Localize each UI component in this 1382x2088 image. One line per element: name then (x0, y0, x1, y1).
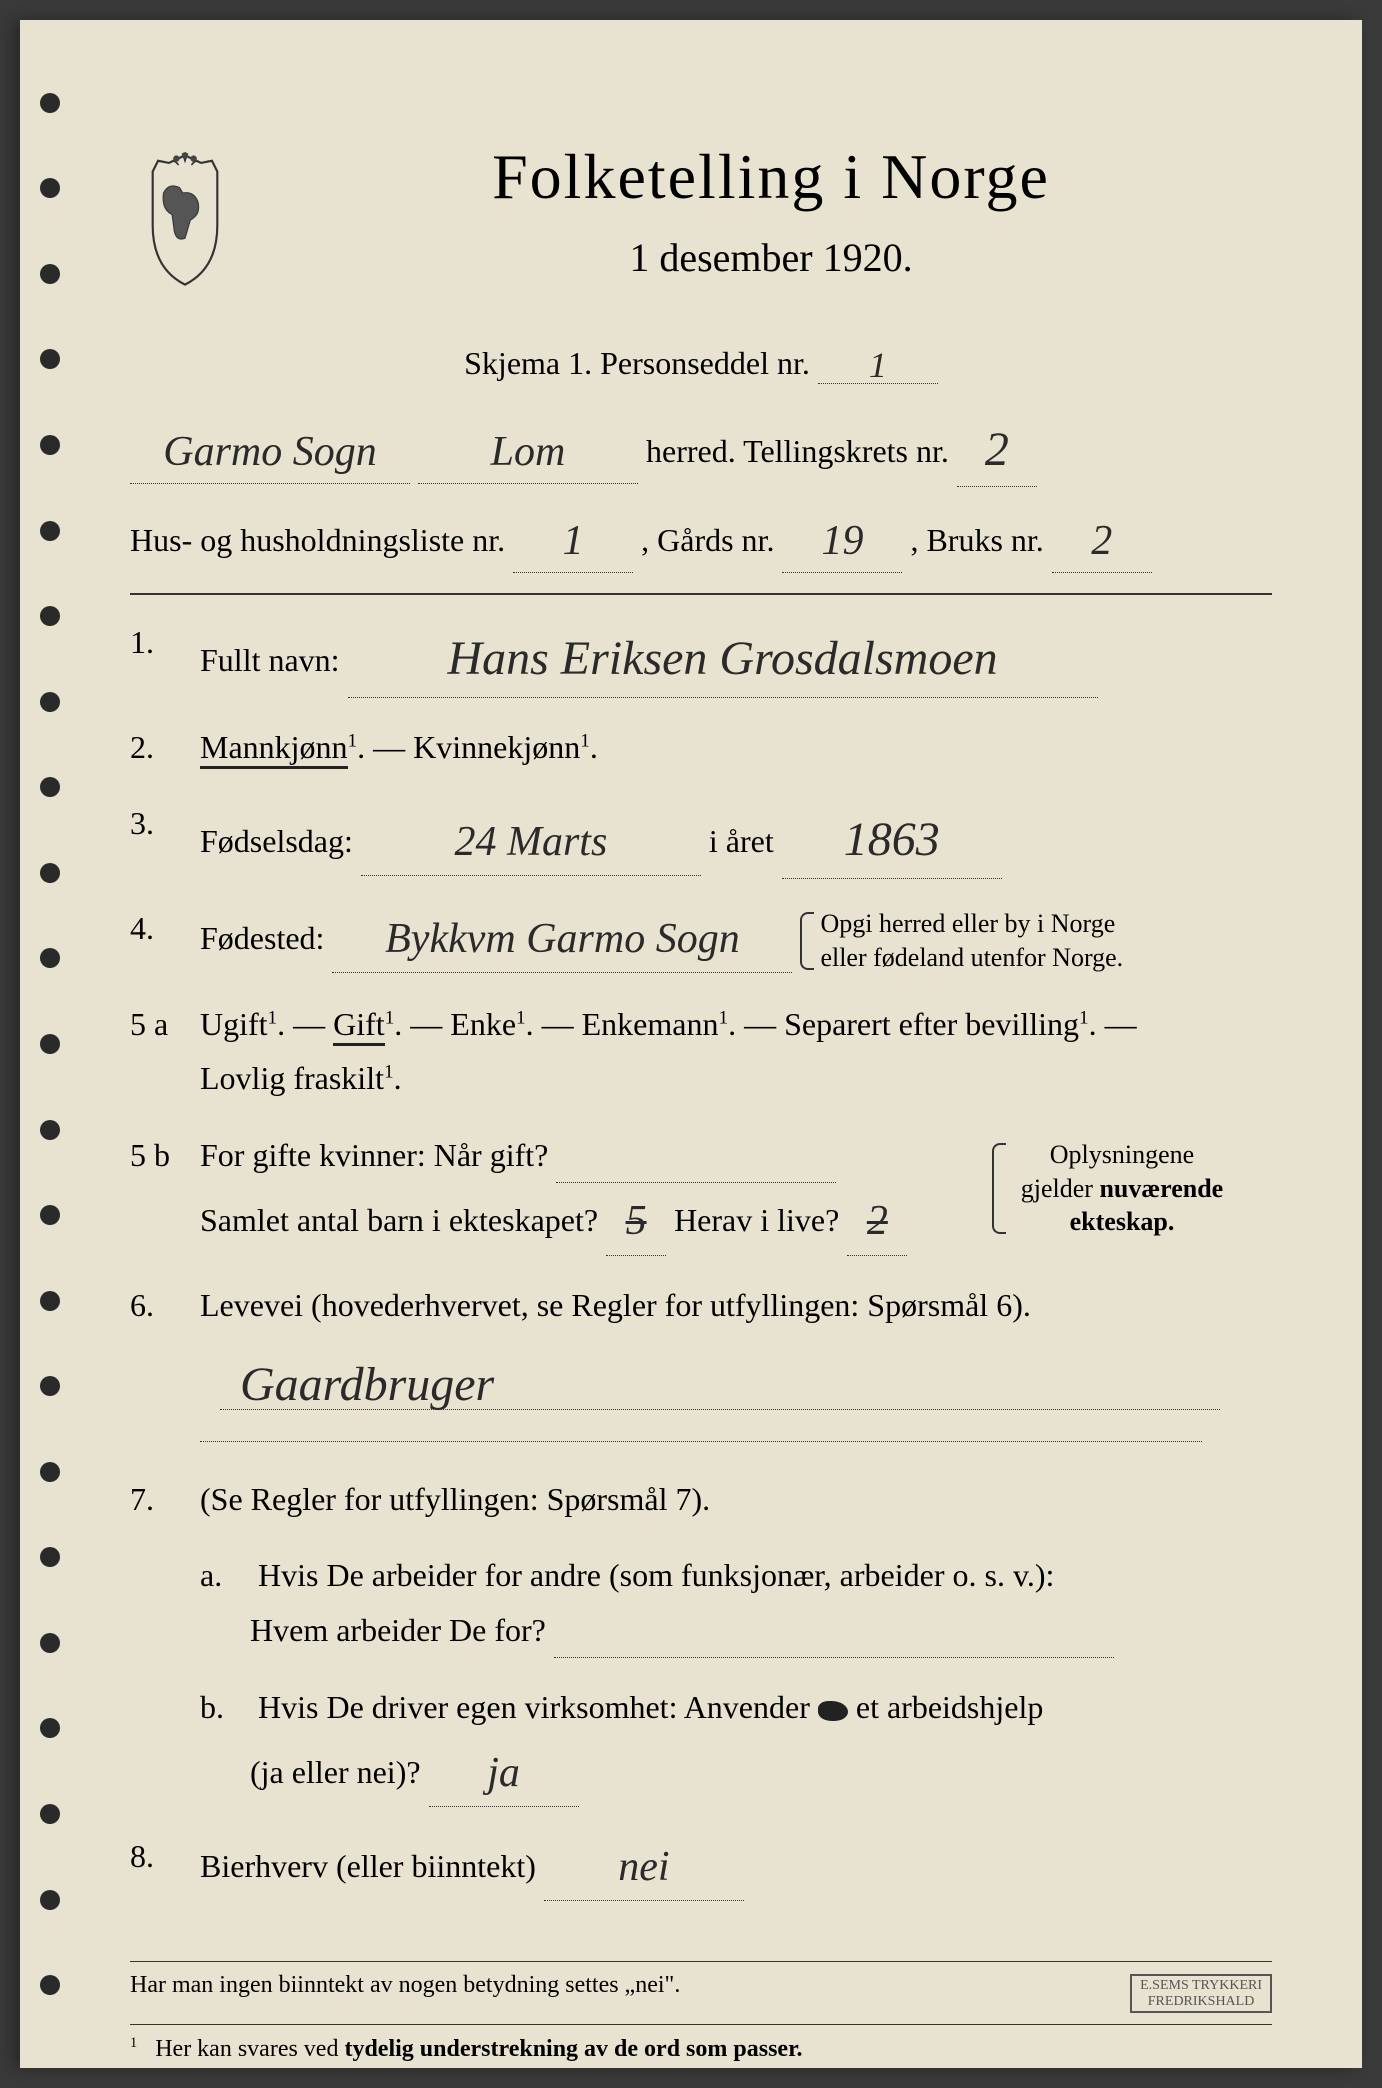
q2-sup1: 1 (348, 730, 358, 751)
document-header: Folketelling i Norge 1 desember 1920. (130, 100, 1272, 311)
q4-bracket-note: Opgi herred eller by i Norge eller fødel… (800, 907, 1123, 975)
ink-smudge (818, 1701, 848, 1721)
tellingskrets-nr: 2 (985, 423, 1009, 476)
q8-num: 8. (130, 1829, 200, 1901)
q2-num: 2. (130, 720, 200, 774)
q5a-ugift: Ugift (200, 1006, 268, 1042)
q8-value: nei (618, 1844, 669, 1890)
footnote-1: Har man ingen biinntekt av nogen betydni… (130, 1972, 1272, 1999)
q7-label: (Se Regler for utfyllingen: Spørsmål 7). (200, 1481, 710, 1517)
q5a-enkemann: Enkemann (582, 1006, 719, 1042)
q5b-num: 5 b (130, 1128, 200, 1256)
q2-sup2: 1 (580, 730, 590, 751)
q5b-label3: Herav i live? (674, 1202, 839, 1238)
herred-value: Lom (491, 429, 566, 475)
q7b-text1: Hvis De driver egen virksomhet: Anvender (258, 1689, 818, 1725)
q5b-barn-value: 5 (626, 1198, 647, 1244)
skjema-label: Skjema 1. Personseddel nr. (464, 345, 810, 381)
q2-dash: — (373, 729, 413, 765)
q3-num: 3. (130, 796, 200, 879)
q5a-num: 5 a (130, 997, 200, 1106)
main-title: Folketelling i Norge (270, 140, 1272, 214)
question-6: 6. Levevei (hovederhvervet, se Regler fo… (130, 1278, 1272, 1332)
footnote-2-prefix: 1 (130, 2035, 137, 2051)
herred-label: herred. Tellingskrets nr. (646, 433, 949, 469)
question-2: 2. Mannkjønn1. — Kvinnekjønn1. (130, 720, 1272, 774)
q7a-sub: Hvem arbeider De for? (250, 1612, 546, 1648)
q7a-text: Hvis De arbeider for andre (som funksjon… (258, 1557, 1054, 1593)
stamp-line2: FREDRIKSHALD (1140, 1994, 1262, 2009)
q3-year-label: i året (709, 823, 774, 859)
norway-coat-of-arms-icon (130, 150, 240, 290)
q4-note-line1: Opgi herred eller by i Norge (820, 909, 1115, 938)
bruks-label: , Bruks nr. (910, 522, 1043, 558)
question-8: 8. Bierhverv (eller biinntekt) nei (130, 1829, 1272, 1901)
divider-1 (130, 593, 1272, 595)
footnote-divider-2 (130, 2024, 1272, 2025)
question-5a: 5 a Ugift1. — Gift1. — Enke1. — Enkemann… (130, 997, 1272, 1106)
q6-blank-line (200, 1440, 1202, 1442)
q5b-note1: Oplysningene (1050, 1140, 1194, 1169)
footnote-divider-1 (130, 1961, 1272, 1962)
q7b-text2: et arbeidshjelp (856, 1689, 1043, 1725)
q7-num: 7. (130, 1472, 200, 1526)
q3-year-value: 1863 (844, 813, 940, 866)
location-line-1: Garmo Sogn Lom herred. Tellingskrets nr.… (130, 409, 1272, 487)
q4-value: Bykkvm Garmo Sogn (385, 916, 740, 962)
skjema-line: Skjema 1. Personseddel nr. 1 (130, 341, 1272, 384)
q8-label: Bierhverv (eller biinntekt) (200, 1848, 536, 1884)
q4-num: 4. (130, 901, 200, 975)
q6-value: Gaardbruger (240, 1358, 494, 1411)
bruks-nr: 2 (1091, 518, 1112, 564)
hus-nr: 1 (563, 518, 584, 564)
question-3: 3. Fødselsdag: 24 Marts i året 1863 (130, 796, 1272, 879)
q6-answer-line: Gaardbruger (220, 1354, 1272, 1410)
personseddel-nr-value: 1 (869, 345, 887, 385)
q1-label: Fullt navn: (200, 642, 340, 678)
census-form-page: Folketelling i Norge 1 desember 1920. Sk… (20, 20, 1362, 2068)
question-7: 7. (Se Regler for utfyllingen: Spørsmål … (130, 1472, 1272, 1526)
hus-label: Hus- og husholdningsliste nr. (130, 522, 505, 558)
footnote-2: 1 Her kan svares ved tydelig understrekn… (130, 2035, 1272, 2063)
question-7a: a. Hvis De arbeider for andre (som funks… (200, 1548, 1272, 1658)
question-7b: b. Hvis De driver egen virksomhet: Anven… (200, 1680, 1272, 1807)
sogn-value: Garmo Sogn (163, 429, 377, 475)
q7b-sub: (ja eller nei)? (250, 1754, 421, 1790)
gards-nr: 19 (821, 518, 863, 564)
q7a-letter: a. (200, 1548, 250, 1602)
q1-value: Hans Eriksen Grosdalsmoen (447, 632, 997, 685)
q4-label: Fødested: (200, 920, 324, 956)
q7b-letter: b. (200, 1680, 250, 1734)
q5a-enke: Enke (450, 1006, 516, 1042)
q5b-label2: Samlet antal barn i ekteskapet? (200, 1202, 598, 1238)
printer-stamp: E.SEMS TRYKKERI FREDRIKSHALD (1130, 1974, 1272, 2013)
q5a-gift: Gift (333, 1006, 385, 1046)
q6-label: Levevei (hovederhvervet, se Regler for u… (200, 1287, 1031, 1323)
q7b-value: ja (487, 1750, 520, 1796)
title-block: Folketelling i Norge 1 desember 1920. (270, 100, 1272, 311)
question-1: 1. Fullt navn: Hans Eriksen Grosdalsmoen (130, 615, 1272, 698)
q4-note-line2: eller fødeland utenfor Norge. (820, 943, 1123, 972)
q5b-label1: For gifte kvinner: Når gift? (200, 1137, 548, 1173)
q3-label: Fødselsdag: (200, 823, 353, 859)
q5b-note3: ekteskap. (1070, 1207, 1175, 1236)
q3-day-value: 24 Marts (454, 819, 607, 865)
q6-num: 6. (130, 1278, 200, 1332)
q5a-separert: Separert efter bevilling (784, 1006, 1079, 1042)
q5b-live-value: 2 (867, 1198, 888, 1244)
stamp-line1: E.SEMS TRYKKERI (1140, 1978, 1262, 1993)
q5b-side-note: Oplysningene gjelder nuværende ekteskap. (992, 1138, 1232, 1239)
q5a-lovlig: Lovlig fraskilt (200, 1060, 384, 1096)
subtitle: 1 desember 1920. (270, 234, 1272, 281)
question-5b: 5 b For gifte kvinner: Når gift? Samlet … (130, 1128, 1272, 1256)
binding-holes (40, 20, 70, 2068)
q2-kvinne: Kvinnekjønn (413, 729, 580, 765)
question-4: 4. Fødested: Bykkvm Garmo Sogn Opgi herr… (130, 901, 1272, 975)
q5b-note2: gjelder nuværende (1021, 1174, 1223, 1203)
q2-mann: Mannkjønn (200, 729, 348, 769)
q1-num: 1. (130, 615, 200, 698)
gards-label: , Gårds nr. (641, 522, 774, 558)
location-line-2: Hus- og husholdningsliste nr. 1 , Gårds … (130, 505, 1272, 573)
